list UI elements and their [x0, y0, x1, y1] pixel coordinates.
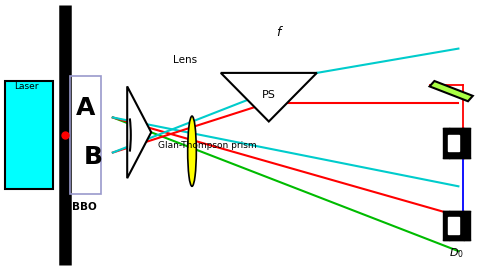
Polygon shape: [221, 73, 317, 122]
Ellipse shape: [188, 116, 196, 186]
Polygon shape: [443, 128, 464, 158]
Text: f: f: [276, 26, 281, 39]
Text: A: A: [76, 96, 95, 120]
Text: Lens: Lens: [173, 55, 197, 65]
Polygon shape: [448, 217, 459, 234]
Polygon shape: [448, 135, 459, 151]
Text: PS: PS: [262, 89, 276, 100]
Polygon shape: [127, 86, 151, 178]
Text: BBO: BBO: [72, 202, 96, 212]
Text: $D_0$: $D_0$: [449, 246, 464, 259]
Polygon shape: [443, 211, 464, 240]
Text: B: B: [84, 145, 103, 168]
Polygon shape: [430, 81, 473, 101]
Polygon shape: [449, 128, 470, 158]
FancyBboxPatch shape: [5, 81, 53, 189]
Text: Glan-Thompson prism: Glan-Thompson prism: [158, 141, 257, 150]
Text: Laser: Laser: [14, 82, 39, 91]
Polygon shape: [449, 211, 470, 240]
